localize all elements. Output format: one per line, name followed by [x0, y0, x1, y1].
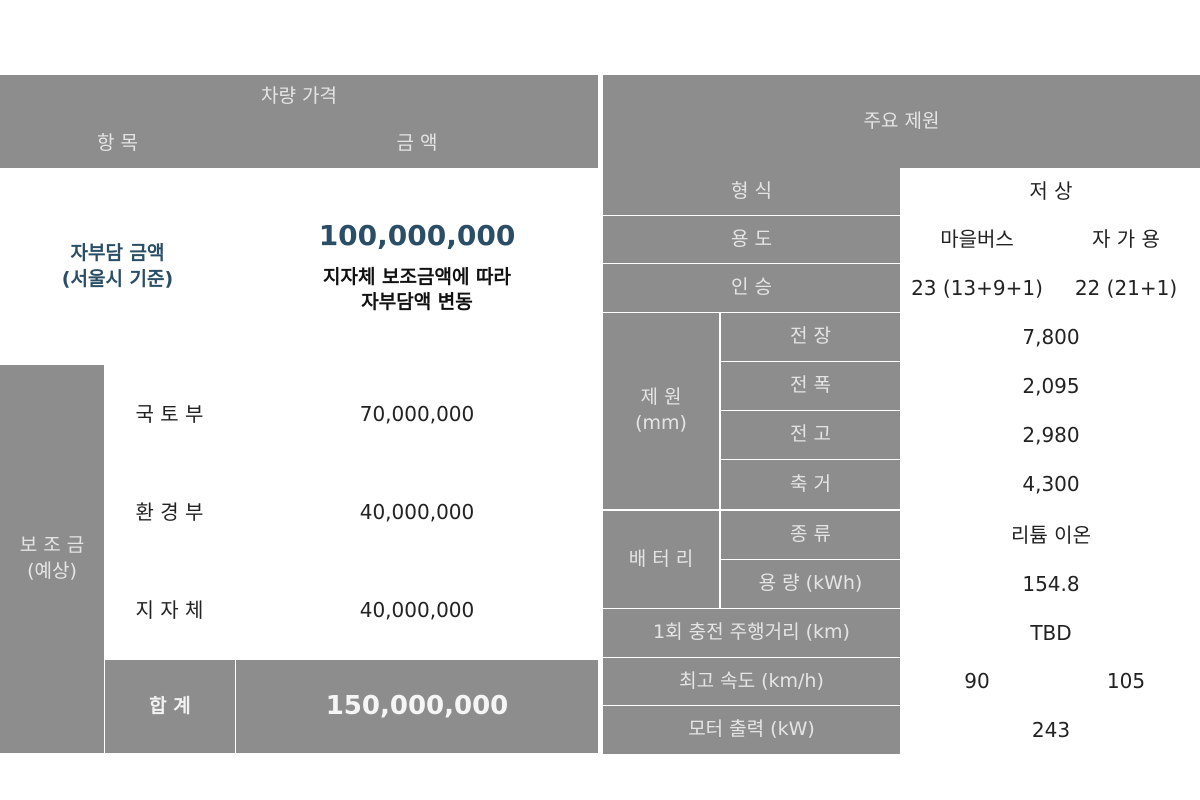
spec-dimensions-group-line1: 제 원 — [640, 386, 682, 409]
self-pay-label: 자부담 금액 (서울시 기준) — [0, 168, 235, 365]
spec-speed-value-b: 105 — [1052, 658, 1200, 705]
specs-section-title: 주요 제원 — [603, 75, 1200, 168]
spec-seats-label: 인 승 — [603, 264, 900, 312]
spec-seats-value-a: 23 (13+9+1) — [902, 264, 1052, 312]
spec-dimension-label: 축 거 — [721, 460, 900, 509]
spec-battery-capacity-label: 용 량 (kWh) — [721, 560, 900, 608]
subsidy-row-amount: 40,000,000 — [236, 463, 598, 561]
spec-use-value-a: 마을버스 — [902, 216, 1052, 263]
spec-dimension-value: 4,300 — [902, 460, 1200, 509]
spec-battery-type-value: 리튬 이온 — [902, 511, 1200, 559]
spec-use-label: 용 도 — [603, 216, 900, 263]
price-section-title: 차량 가격 — [0, 75, 598, 118]
subsidy-row-amount: 70,000,000 — [236, 365, 598, 463]
spec-dimension-value: 7,800 — [902, 313, 1200, 361]
spec-seats-value-b: 22 (21+1) — [1052, 264, 1200, 312]
spec-battery-group: 배 터 리 — [603, 511, 719, 608]
self-pay-note-line2: 자부담액 변동 — [361, 291, 473, 314]
spec-dimensions-group: 제 원 (mm) — [603, 313, 719, 509]
self-pay-label-line2: (서울시 기준) — [61, 267, 174, 290]
self-pay-label-line1: 자부담 금액 — [70, 241, 165, 264]
spec-battery-type-label: 종 류 — [721, 511, 900, 559]
column-item-header: 항 목 — [0, 119, 235, 168]
spec-dimension-label: 전 고 — [721, 411, 900, 459]
total-amount: 150,000,000 — [236, 660, 598, 753]
self-pay-amount: 100,000,000 — [318, 218, 516, 252]
spec-type-label: 형 식 — [603, 168, 900, 215]
column-amount-header: 금 액 — [236, 119, 598, 168]
spec-range-value: TBD — [902, 609, 1200, 657]
subsidy-row-label: 지 자 체 — [104, 561, 235, 659]
spec-dimensions-group-line2: (mm) — [635, 412, 687, 434]
subsidy-row-label: 국 토 부 — [104, 365, 235, 463]
spec-motor-value: 243 — [902, 706, 1200, 754]
spec-battery-capacity-value: 154.8 — [902, 560, 1200, 608]
subsidy-group-label-line2: (예상) — [27, 560, 77, 582]
spec-dimension-value: 2,980 — [902, 411, 1200, 459]
table-divider — [598, 75, 603, 755]
spec-dimension-value: 2,095 — [902, 362, 1200, 410]
spec-speed-label: 최고 속도 (km/h) — [603, 658, 900, 705]
subsidy-row-amount: 40,000,000 — [236, 561, 598, 659]
spec-dimension-label: 전 장 — [721, 313, 900, 361]
spec-type-value: 저 상 — [902, 168, 1200, 215]
spec-dimension-label: 전 폭 — [721, 362, 900, 410]
spec-use-value-b: 자 가 용 — [1052, 216, 1200, 263]
spec-motor-label: 모터 출력 (kW) — [603, 706, 900, 754]
subsidy-row-label: 환 경 부 — [104, 463, 235, 561]
subsidy-group-label: 보 조 금 (예상) — [0, 365, 104, 753]
total-label: 합 계 — [105, 660, 235, 753]
spec-speed-value-a: 90 — [902, 658, 1052, 705]
self-pay-note-line1: 지자체 보조금액에 따라 — [322, 265, 512, 288]
self-pay-amount-cell: 100,000,000 지자체 보조금액에 따라 자부담액 변동 — [236, 168, 598, 365]
spec-range-label: 1회 충전 주행거리 (km) — [603, 609, 900, 657]
subsidy-group-label-line1: 보 조 금 — [19, 534, 85, 557]
